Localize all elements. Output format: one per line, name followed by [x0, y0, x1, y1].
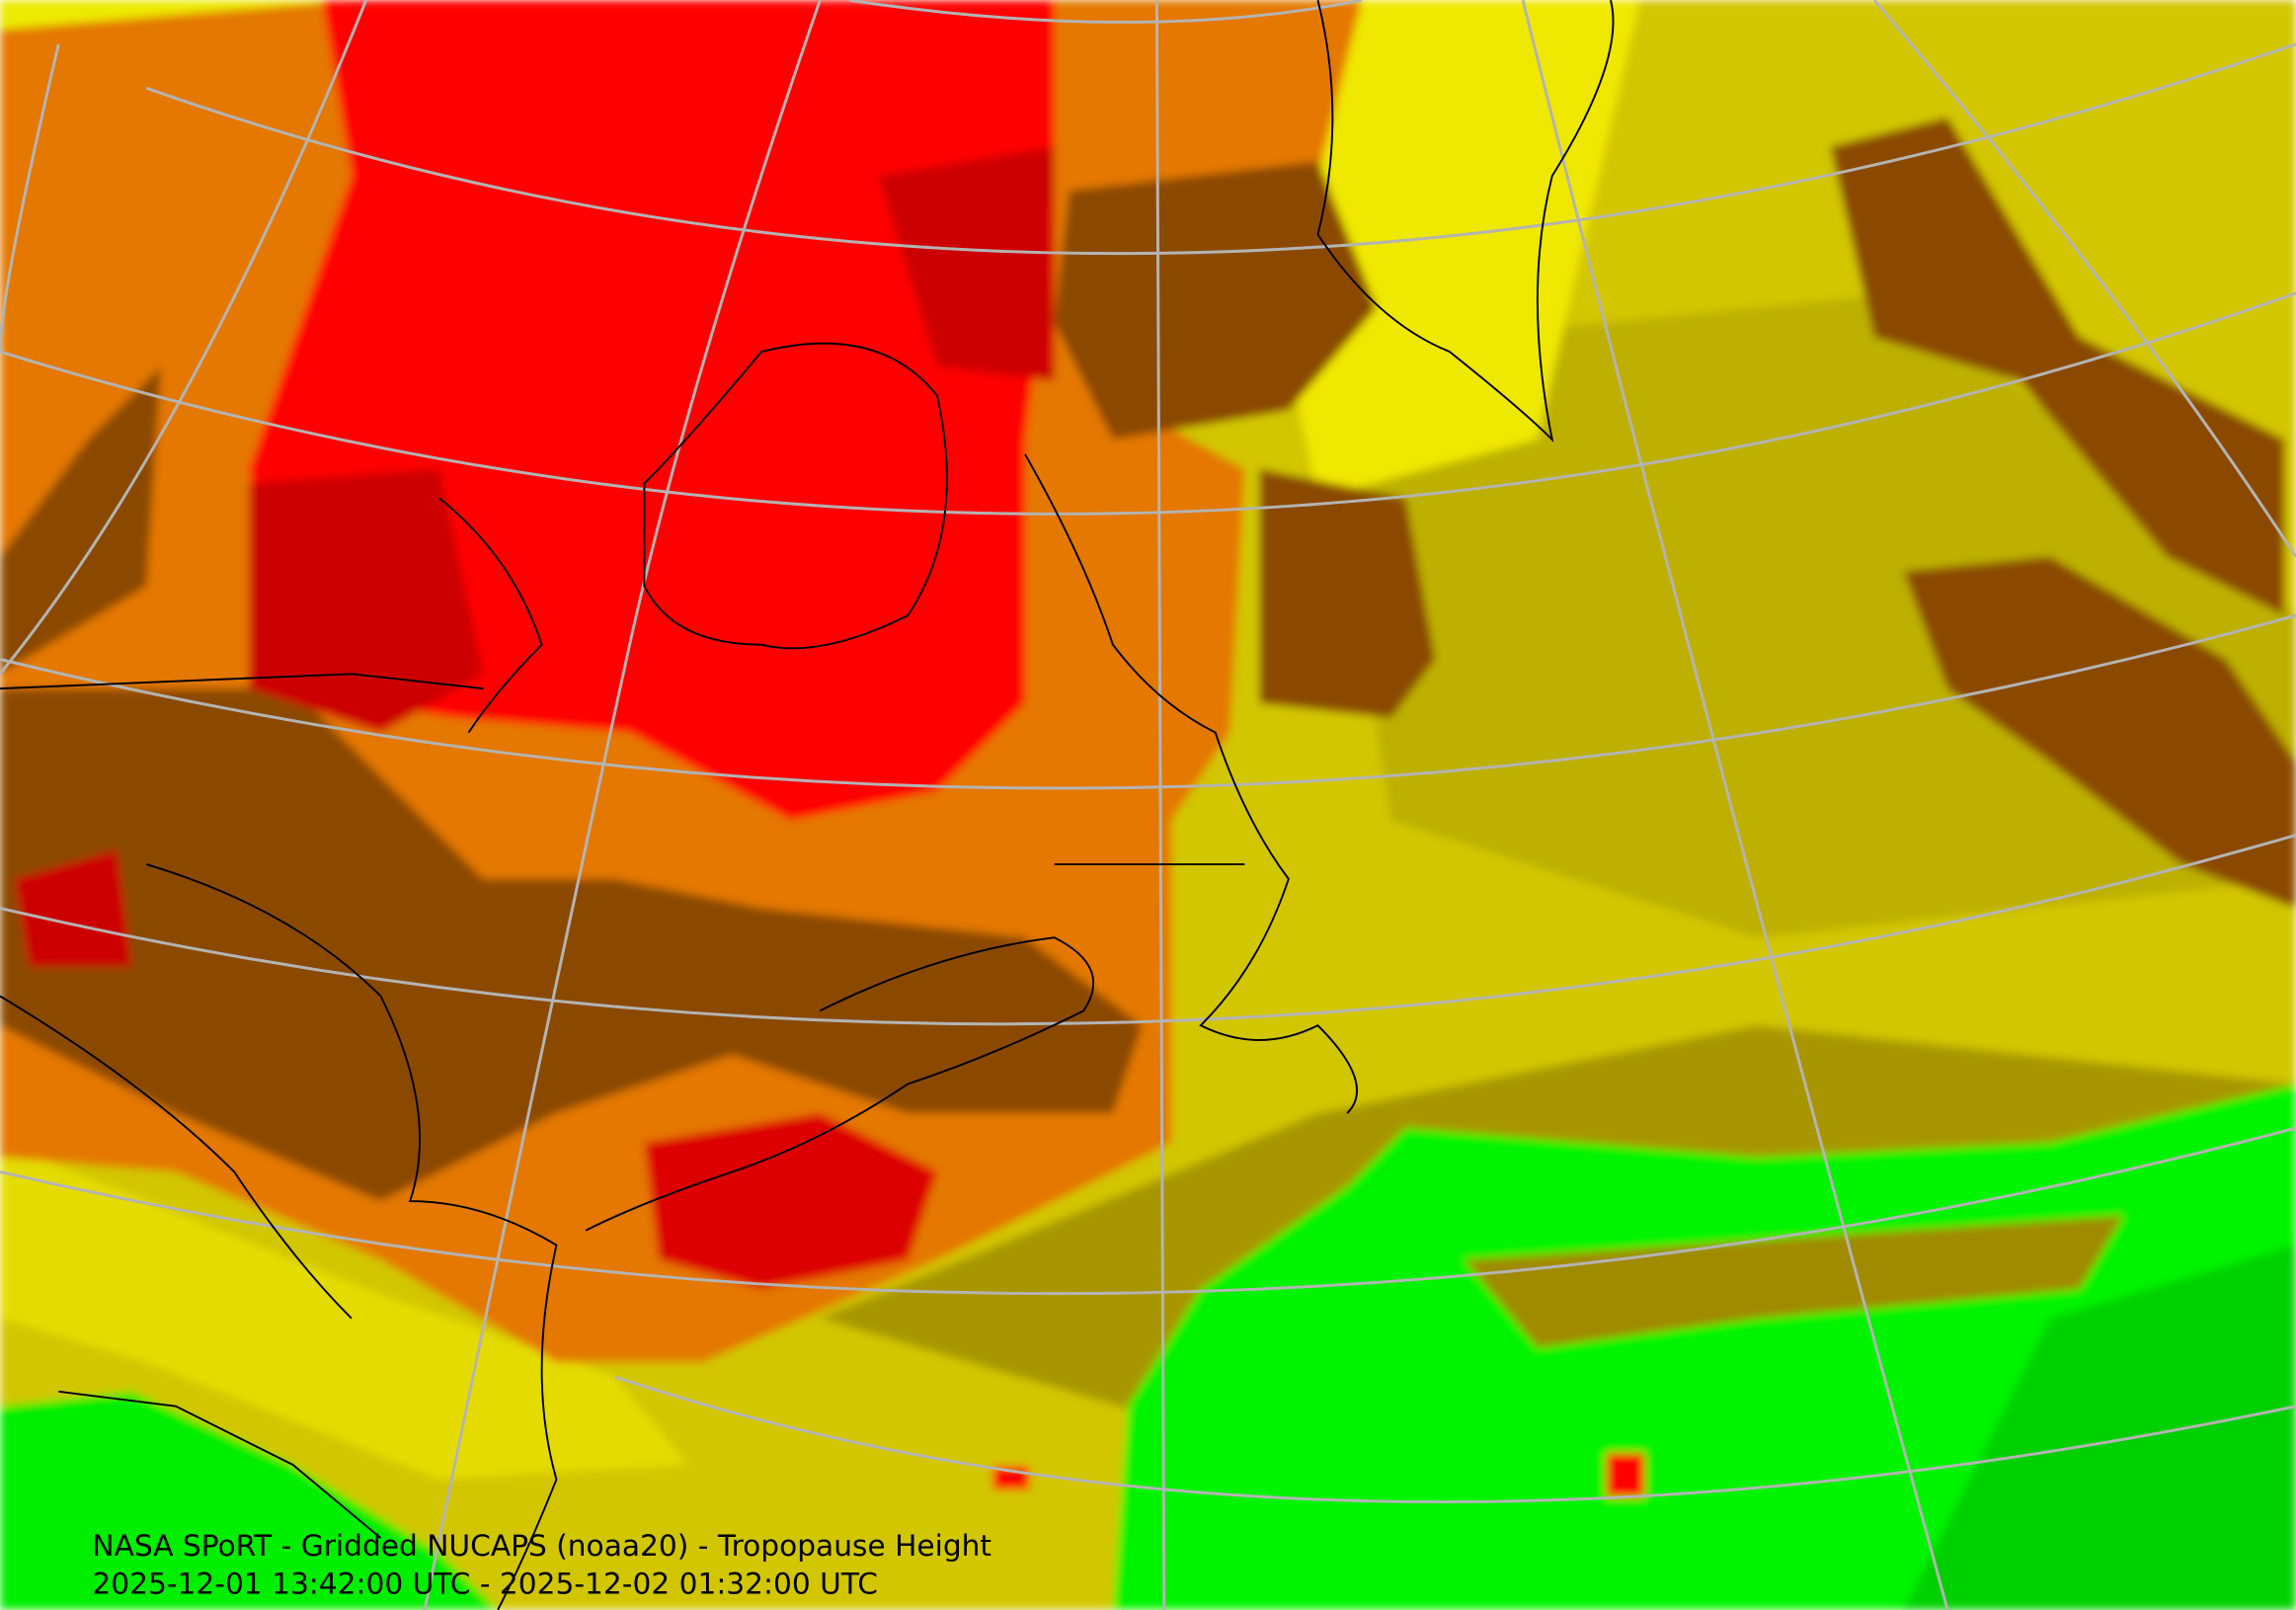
map-title: NASA SPoRT - Gridded NUCAPS (noaa20) - T… [92, 1528, 991, 1563]
coastlines [0, 0, 1615, 1610]
map-time-range: 2025-12-01 13:42:00 UTC - 2025-12-02 01:… [92, 1566, 878, 1600]
